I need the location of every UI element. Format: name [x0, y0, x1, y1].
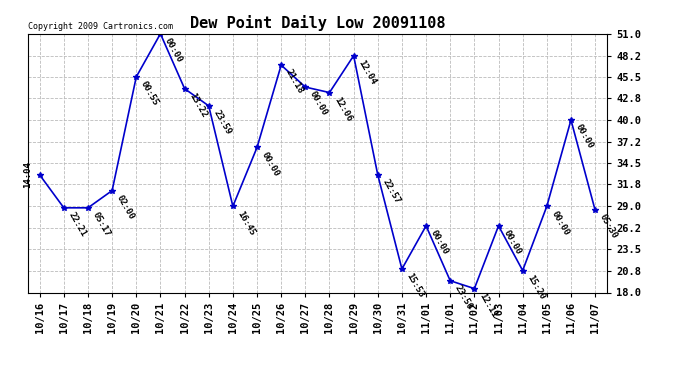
Text: Copyright 2009 Cartronics.com: Copyright 2009 Cartronics.com — [28, 22, 172, 31]
Text: 05:30: 05:30 — [598, 213, 619, 241]
Text: 23:59: 23:59 — [212, 109, 233, 136]
Text: 13:22: 13:22 — [188, 92, 208, 119]
Text: 21:18: 21:18 — [284, 68, 305, 96]
Text: 00:00: 00:00 — [429, 229, 450, 256]
Text: 15:53: 15:53 — [405, 272, 426, 300]
Text: 12:06: 12:06 — [333, 95, 353, 123]
Text: 00:00: 00:00 — [308, 90, 329, 118]
Text: 00:00: 00:00 — [574, 123, 595, 150]
Text: 22:21: 22:21 — [67, 211, 88, 238]
Text: 00:00: 00:00 — [502, 229, 522, 256]
Text: 14:04: 14:04 — [23, 162, 32, 188]
Text: 00:00: 00:00 — [550, 209, 571, 237]
Text: 12:04: 12:04 — [357, 58, 377, 86]
Title: Dew Point Daily Low 20091108: Dew Point Daily Low 20091108 — [190, 15, 445, 31]
Text: 12:11: 12:11 — [477, 291, 498, 319]
Text: 05:17: 05:17 — [91, 211, 112, 238]
Text: 16:45: 16:45 — [236, 209, 257, 237]
Text: 00:00: 00:00 — [164, 36, 184, 64]
Text: 15:20: 15:20 — [526, 273, 546, 301]
Text: 22:57: 22:57 — [381, 178, 402, 206]
Text: 02:00: 02:00 — [115, 194, 136, 221]
Text: 00:00: 00:00 — [260, 150, 281, 178]
Text: 23:50: 23:50 — [453, 284, 474, 311]
Text: 00:55: 00:55 — [139, 80, 160, 107]
